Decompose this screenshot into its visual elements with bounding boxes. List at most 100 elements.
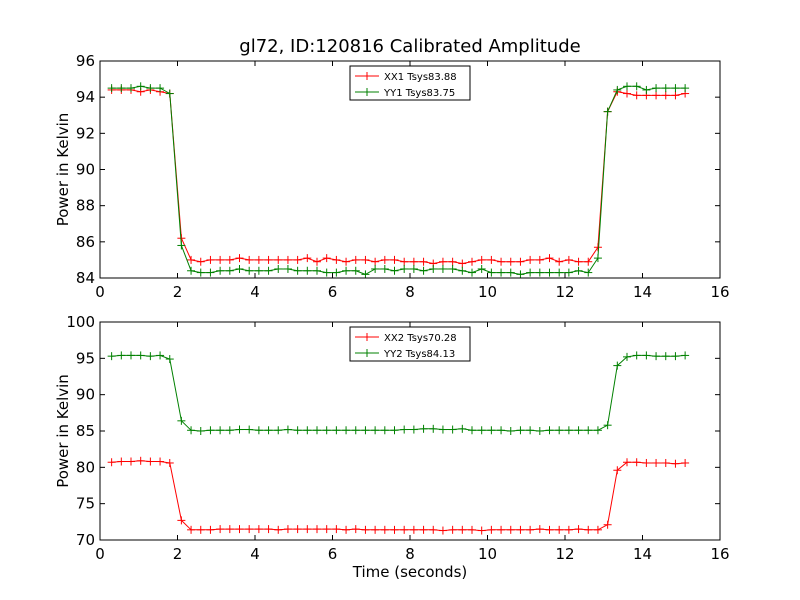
data-point [225,266,234,275]
x-tick-label: 14 [633,283,652,301]
data-point [177,416,186,425]
data-point [671,84,680,93]
data-point [603,421,612,430]
plot-frame [99,60,721,279]
data-point [254,255,263,264]
data-point [526,268,535,277]
x-axis-label: Time (seconds) [352,563,468,581]
data-point [400,525,409,534]
y-tick-label: 95 [76,349,95,367]
y-axis-label: Power in Kelvin [54,113,72,227]
data-point [632,91,641,100]
data-point [264,255,273,264]
data-point [535,427,544,435]
x-tick-label: 16 [710,283,729,301]
data-point [351,426,360,435]
data-point [216,266,225,275]
y-tick-label: 85 [76,422,95,440]
data-point [400,257,409,266]
data-point [313,525,321,534]
data-point [127,84,135,93]
data-point [438,526,447,535]
data-point [264,525,273,534]
data-point [429,525,438,534]
data-point [235,525,244,534]
data-point [458,424,467,433]
data-point [584,525,593,534]
data-point [146,352,155,361]
data-point [332,255,341,264]
data-point [245,266,254,275]
data-point [177,241,186,250]
data-point [107,84,116,93]
data-point [351,266,360,275]
data-point [400,425,409,434]
data-point [468,268,476,277]
data-point [196,257,205,266]
data-point [400,264,409,273]
data-point [117,457,126,466]
data-point [409,257,418,266]
data-point [584,426,593,435]
data-point [274,264,283,273]
data-point [371,426,380,435]
data-point [545,254,554,263]
x-tick-label: 12 [555,545,574,563]
data-point [477,526,486,535]
data-point [564,426,573,435]
data-point [652,91,661,100]
data-point [342,257,351,266]
data-point [497,257,506,266]
data-point [477,426,486,435]
data-point [235,254,244,263]
data-point [390,525,399,534]
data-point [216,426,225,435]
data-point [593,254,602,263]
data-point [438,257,447,266]
data-point [419,424,428,433]
data-point [196,427,205,435]
data-point [652,458,661,467]
data-point [342,525,351,534]
y-tick-label: 96 [76,52,95,70]
data-point [681,351,690,360]
data-point [165,89,174,98]
data-point [681,84,690,93]
legend-label: XX2 Tsys70.28 [384,333,457,344]
data-point [216,255,225,264]
data-point [313,426,321,435]
data-point [409,425,418,434]
data-point [351,525,360,534]
data-point [623,82,631,91]
data-point [283,525,292,534]
data-point [623,89,631,98]
x-tick-label: 4 [250,545,260,563]
data-point [293,255,302,264]
data-point [216,525,225,534]
plot-frame [99,321,721,541]
data-point [671,91,680,100]
data-point [322,426,331,435]
x-tick-label: 12 [555,283,574,301]
data-point [196,268,205,277]
data-point [254,426,263,435]
data-point [332,268,341,277]
x-tick-label: 14 [633,545,652,563]
data-point [555,525,564,534]
data-point [487,268,496,277]
data-point [632,82,641,91]
data-point [225,255,234,264]
data-point [264,426,273,435]
x-tick-label: 0 [95,545,105,563]
top-panel: 0 2 4 6 8 10 12 14 16 84 86 88 90 92 94 96 Power in Kelv… [54,52,730,301]
data-point [642,458,651,467]
data-point [516,257,525,266]
data-point [117,84,126,93]
data-point [206,255,215,264]
data-point [506,525,515,534]
data-point [225,525,234,534]
figure-title: gl72, ID:120816 Calibrated Amplitude [239,36,580,57]
data-point [526,255,535,264]
data-point [380,426,389,435]
data-point [254,266,263,275]
